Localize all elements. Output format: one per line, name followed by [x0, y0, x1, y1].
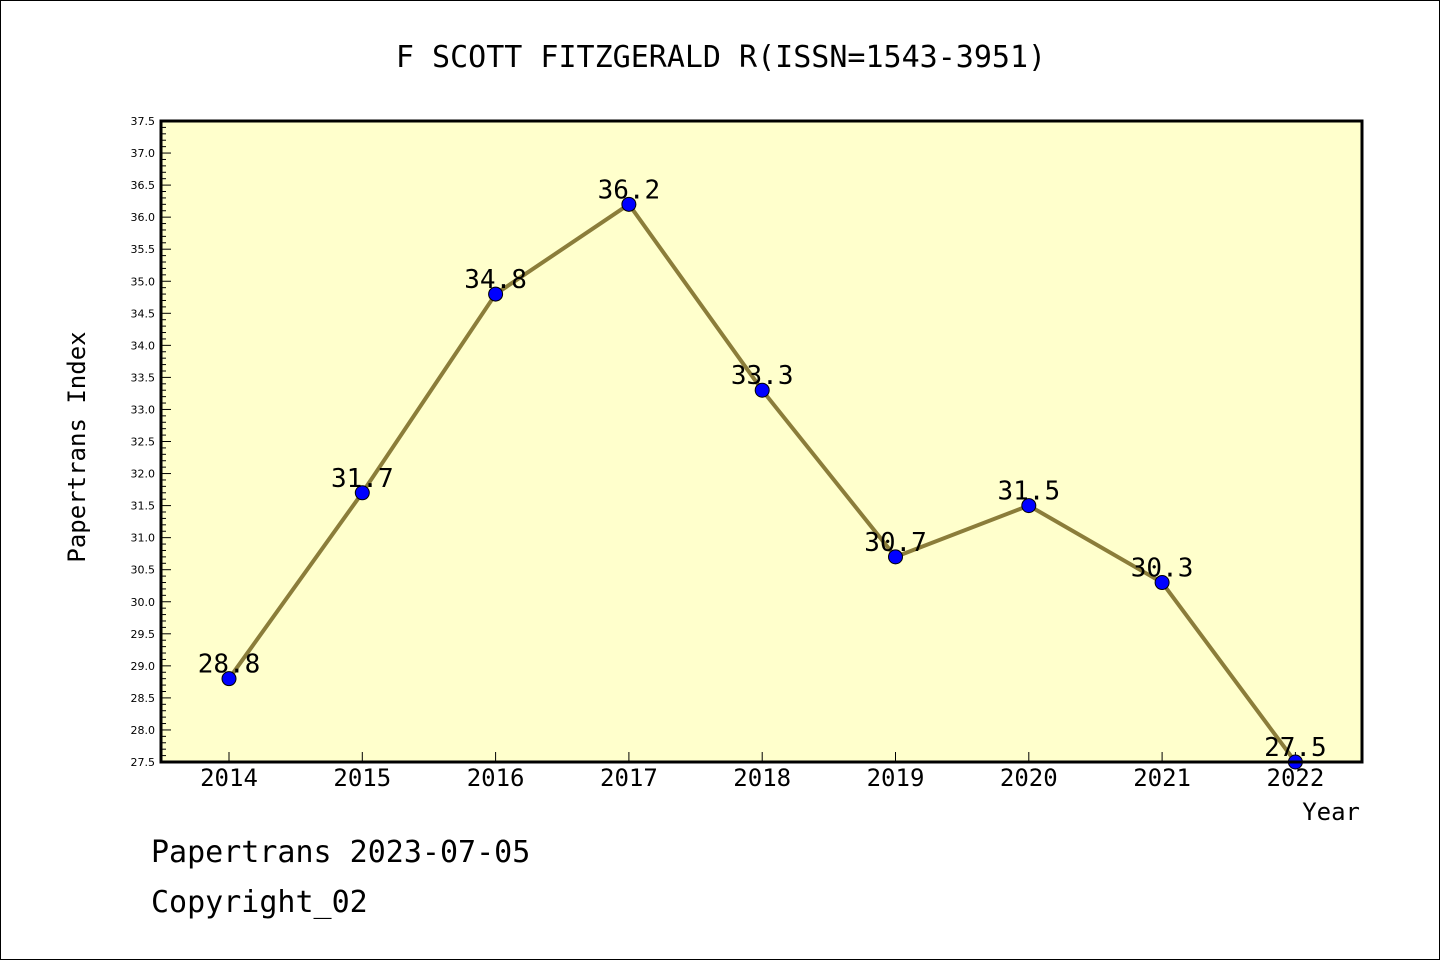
y-tick-label: 33.5 — [131, 371, 156, 384]
data-label: 33.3 — [731, 361, 794, 391]
x-tick-label: 2021 — [1133, 764, 1191, 792]
y-tick-label: 32.5 — [131, 436, 156, 449]
data-point — [488, 286, 504, 302]
x-axis-title: Year — [1302, 798, 1360, 826]
x-tick-label: 2019 — [867, 764, 925, 792]
y-tick-label: 36.0 — [131, 211, 156, 224]
y-tick-label: 35.5 — [131, 243, 156, 256]
data-label: 31.7 — [331, 464, 394, 494]
x-tick-label: 2020 — [1000, 764, 1058, 792]
data-label: 34.8 — [464, 265, 527, 295]
plot-area — [161, 121, 1362, 762]
data-point — [621, 196, 637, 212]
y-tick-label: 31.0 — [131, 532, 156, 545]
data-labels: 28.8 31.7 34.8 36.2 33.3 30.7 31.5 30.3 27.5 — [198, 175, 1327, 763]
y-tick-label: 30.0 — [131, 596, 156, 609]
plot-border — [159, 119, 1364, 764]
y-tick-label: 32.0 — [131, 468, 156, 481]
data-label: 36.2 — [598, 175, 661, 205]
y-tick-label: 29.0 — [131, 660, 156, 673]
y-axis-title: Papertrans Index — [63, 331, 91, 562]
x-tick-label: 2015 — [333, 764, 391, 792]
y-tick-label: 37.5 — [131, 115, 156, 128]
x-tick-label: 2018 — [733, 764, 791, 792]
y-tick-label: 27.5 — [131, 756, 156, 769]
y-tick-label: 33.0 — [131, 403, 156, 416]
x-axis-ticks: 2014 2015 2016 2017 2018 2019 2020 2021 2022 — [200, 752, 1324, 792]
footer-date: Papertrans 2023-07-05 — [151, 835, 531, 870]
y-tick-label: 30.5 — [131, 564, 156, 577]
y-tick-label: 34.5 — [131, 307, 156, 320]
x-tick-label: 2016 — [467, 764, 525, 792]
data-label: 30.7 — [864, 528, 927, 558]
footer-copyright: Copyright_02 — [151, 885, 368, 920]
y-axis-ticks: 27.5 28.0 28.5 29.0 29.5 30.0 30.5 31.0 31.5 32.0… — [131, 115, 171, 769]
y-tick-label: 29.5 — [131, 628, 156, 641]
data-markers — [221, 196, 1303, 770]
x-tick-label: 2017 — [600, 764, 658, 792]
data-label: 30.3 — [1131, 554, 1194, 584]
data-label: 27.5 — [1264, 733, 1327, 763]
y-tick-label: 31.5 — [131, 500, 156, 513]
x-tick-label: 2014 — [200, 764, 258, 792]
y-tick-label: 36.5 — [131, 179, 156, 192]
data-point — [221, 671, 237, 687]
y-tick-label: 28.5 — [131, 692, 156, 705]
data-label: 28.8 — [198, 650, 261, 680]
data-point — [1154, 575, 1170, 591]
y-tick-label: 37.0 — [131, 147, 156, 160]
chart-title: F SCOTT FITZGERALD R(ISSN=1543-3951) — [396, 40, 1046, 75]
y-tick-label: 34.0 — [131, 339, 156, 352]
data-point — [354, 485, 370, 501]
y-tick-label: 35.0 — [131, 275, 156, 288]
data-point — [754, 382, 770, 398]
data-label: 31.5 — [997, 477, 1060, 507]
y-tick-label: 28.0 — [131, 724, 156, 737]
data-point — [1021, 498, 1037, 514]
data-point — [888, 549, 903, 565]
